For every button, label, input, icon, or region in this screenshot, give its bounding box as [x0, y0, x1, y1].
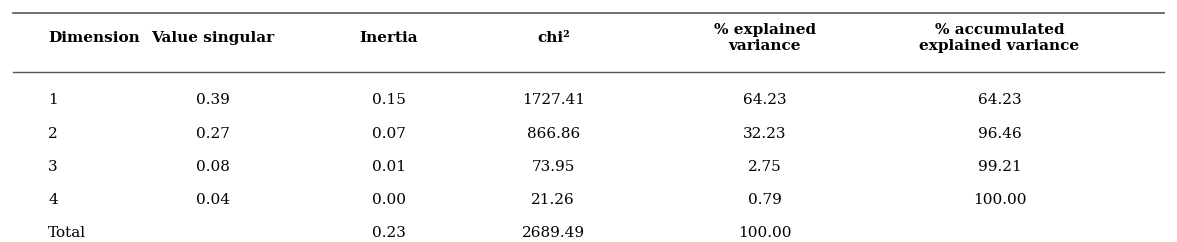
Text: 2689.49: 2689.49	[521, 226, 585, 240]
Text: 2.75: 2.75	[747, 159, 782, 174]
Text: Inertia: Inertia	[359, 31, 418, 45]
Text: 3: 3	[48, 159, 58, 174]
Text: chi²: chi²	[537, 31, 570, 45]
Text: 2: 2	[48, 127, 58, 141]
Text: 100.00: 100.00	[738, 226, 791, 240]
Text: 64.23: 64.23	[978, 93, 1022, 107]
Text: 0.07: 0.07	[372, 127, 406, 141]
Text: 0.01: 0.01	[372, 159, 406, 174]
Text: 0.08: 0.08	[195, 159, 230, 174]
Text: 0.04: 0.04	[195, 193, 230, 207]
Text: 99.21: 99.21	[978, 159, 1022, 174]
Text: % explained
variance: % explained variance	[713, 23, 816, 53]
Text: 21.26: 21.26	[531, 193, 576, 207]
Text: 4: 4	[48, 193, 58, 207]
Text: 73.95: 73.95	[532, 159, 574, 174]
Text: Total: Total	[48, 226, 86, 240]
Text: % accumulated
explained variance: % accumulated explained variance	[919, 23, 1079, 53]
Text: 0.39: 0.39	[195, 93, 230, 107]
Text: Dimension: Dimension	[48, 31, 140, 45]
Text: 100.00: 100.00	[972, 193, 1026, 207]
Text: 64.23: 64.23	[743, 93, 786, 107]
Text: Value singular: Value singular	[151, 31, 274, 45]
Text: 0.15: 0.15	[372, 93, 406, 107]
Text: 32.23: 32.23	[743, 127, 786, 141]
Text: 1: 1	[48, 93, 58, 107]
Text: 0.00: 0.00	[372, 193, 406, 207]
Text: 1727.41: 1727.41	[521, 93, 585, 107]
Text: 866.86: 866.86	[526, 127, 580, 141]
Text: 0.23: 0.23	[372, 226, 406, 240]
Text: 0.27: 0.27	[195, 127, 230, 141]
Text: 96.46: 96.46	[978, 127, 1022, 141]
Text: 0.79: 0.79	[747, 193, 782, 207]
